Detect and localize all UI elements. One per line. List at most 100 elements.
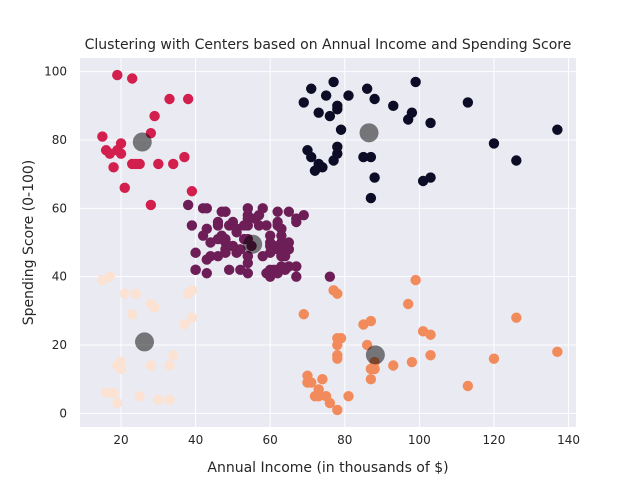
data-point <box>511 155 522 166</box>
cluster-center-marker <box>243 234 263 254</box>
cluster-center-marker <box>135 332 155 352</box>
data-point <box>317 373 328 385</box>
data-point <box>369 363 380 375</box>
data-point <box>306 151 317 163</box>
data-point <box>153 158 164 170</box>
x-tick-label: 140 <box>557 433 580 447</box>
y-tick-label: 60 <box>52 201 67 215</box>
data-point <box>488 138 500 149</box>
data-point <box>261 220 272 231</box>
data-point <box>164 394 175 405</box>
data-point <box>134 158 145 170</box>
data-point <box>276 223 287 235</box>
data-point <box>145 199 157 211</box>
data-point <box>324 110 336 122</box>
data-point <box>324 271 336 282</box>
x-tick-labels: 20 40 60 80 100 120 140 <box>113 433 580 447</box>
data-point <box>406 356 418 368</box>
data-point <box>201 223 212 235</box>
data-point <box>127 309 138 320</box>
grid-lines <box>80 58 576 427</box>
y-tick-label: 100 <box>44 65 67 79</box>
data-point <box>130 288 142 299</box>
data-point <box>410 274 421 286</box>
y-tick-label: 0 <box>59 406 67 420</box>
data-point <box>388 100 399 112</box>
x-tick-label: 20 <box>113 433 128 447</box>
x-tick-label: 120 <box>483 433 506 447</box>
data-point <box>425 172 436 183</box>
data-point <box>179 319 190 330</box>
data-point <box>317 162 328 173</box>
data-point <box>343 391 354 402</box>
data-point <box>149 110 160 122</box>
data-point <box>298 209 309 221</box>
data-point <box>190 264 201 276</box>
data-point <box>153 394 164 405</box>
data-point <box>272 206 283 217</box>
data-point <box>168 350 179 361</box>
y-tick-label: 20 <box>52 338 67 352</box>
cluster-centers <box>132 123 385 365</box>
y-tick-label: 80 <box>52 133 67 147</box>
data-point <box>242 220 254 231</box>
data-point <box>335 124 347 135</box>
data-point <box>115 363 127 375</box>
data-point <box>365 192 377 204</box>
data-point <box>168 158 179 170</box>
data-point <box>145 360 157 371</box>
data-point <box>369 93 380 105</box>
cluster-center-marker <box>365 345 385 365</box>
data-point <box>182 93 194 105</box>
data-point <box>298 309 309 320</box>
data-point <box>190 247 201 258</box>
data-point <box>410 76 421 88</box>
data-point <box>332 288 343 299</box>
data-point <box>242 250 254 262</box>
data-point <box>406 107 418 118</box>
data-point <box>425 117 436 129</box>
data-point <box>104 271 116 282</box>
data-point <box>242 268 254 279</box>
data-point <box>242 203 254 214</box>
data-point <box>186 220 198 231</box>
data-point <box>182 199 194 211</box>
data-point <box>332 148 343 159</box>
data-point <box>186 186 198 197</box>
data-point <box>306 83 317 94</box>
data-point <box>179 151 190 163</box>
data-point <box>425 350 436 361</box>
data-point <box>283 261 295 272</box>
data-points <box>97 69 563 416</box>
data-point <box>97 131 108 142</box>
data-point <box>220 247 231 258</box>
data-point <box>100 387 112 399</box>
data-point <box>119 182 130 194</box>
data-point <box>212 220 224 231</box>
data-point <box>332 404 343 416</box>
data-point <box>164 93 175 105</box>
data-point <box>365 315 377 327</box>
data-point <box>369 172 380 183</box>
data-point <box>115 148 127 159</box>
data-point <box>134 391 145 402</box>
data-point <box>186 312 198 323</box>
data-point <box>324 397 336 409</box>
data-point <box>291 216 302 228</box>
chart-title: Clustering with Centers based on Annual … <box>85 37 572 53</box>
x-tick-label: 100 <box>408 433 431 447</box>
data-point <box>127 73 138 84</box>
data-point <box>365 151 377 163</box>
data-point <box>108 162 119 173</box>
data-point <box>462 380 474 392</box>
x-tick-label: 80 <box>337 433 352 447</box>
data-point <box>205 250 216 262</box>
data-point <box>119 288 130 299</box>
data-point <box>462 97 474 108</box>
data-point <box>112 69 123 81</box>
data-point <box>552 346 563 358</box>
data-point <box>365 373 377 385</box>
data-point <box>335 332 347 344</box>
data-point <box>425 329 436 340</box>
